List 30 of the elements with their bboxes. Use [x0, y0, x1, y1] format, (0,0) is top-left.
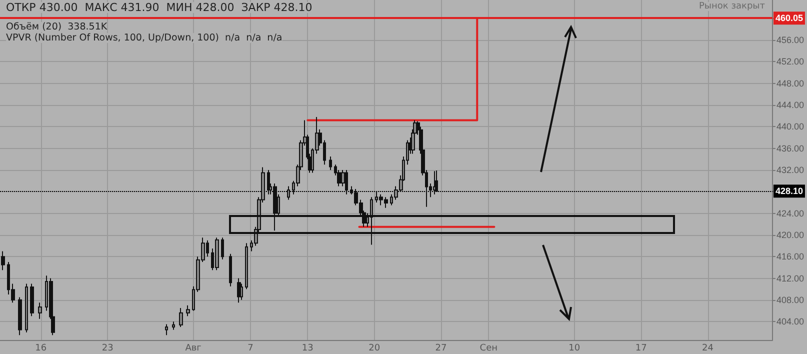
x-tick-label: 13 — [302, 344, 314, 354]
x-tick-label: 10 — [568, 344, 580, 354]
annotation: Рынок закрыт — [698, 2, 766, 12]
x-tick-label: 16 — [35, 344, 47, 354]
x-tick-label: 20 — [368, 344, 380, 354]
y-tick-label: 452.00 — [776, 56, 804, 67]
ref-line-label: 428.10 — [775, 186, 804, 196]
ref-line-label: 460.05 — [775, 13, 804, 24]
x-tick-label: Авг — [185, 344, 202, 354]
y-tick-label: 448.00 — [776, 78, 804, 88]
annotation: VPVR (Number Of Rows, 100, Up/Down, 100) n/a n/a n/a — [6, 32, 282, 44]
x-tick-label: 23 — [102, 344, 114, 354]
y-tick-label: 444.00 — [776, 100, 804, 110]
x-tick-label: Сен — [480, 344, 498, 354]
annotation: Объём (20) 338.51K — [6, 22, 108, 32]
y-tick-label: 440.00 — [776, 122, 804, 132]
x-tick-label: 27 — [435, 344, 447, 354]
y-tick-label: 436.00 — [776, 143, 804, 154]
y-tick-label: 420.00 — [776, 230, 804, 240]
x-tick-label: 7 — [248, 344, 254, 354]
y-tick-label: 432.00 — [776, 165, 804, 175]
y-tick-label: 456.00 — [776, 35, 804, 46]
x-tick-label: 17 — [635, 344, 647, 354]
x-tick-label: 24 — [702, 344, 714, 354]
y-tick-label: 424.00 — [776, 208, 804, 218]
y-tick-label: 412.00 — [776, 273, 804, 284]
y-tick-label: 416.00 — [776, 252, 804, 262]
annotation: ОТКР 430.00 МАКС 431.90 МИН 428.00 ЗАКР 428.10 — [6, 1, 312, 14]
y-tick-label: 408.00 — [776, 294, 804, 305]
y-tick-label: 404.00 — [776, 316, 804, 327]
